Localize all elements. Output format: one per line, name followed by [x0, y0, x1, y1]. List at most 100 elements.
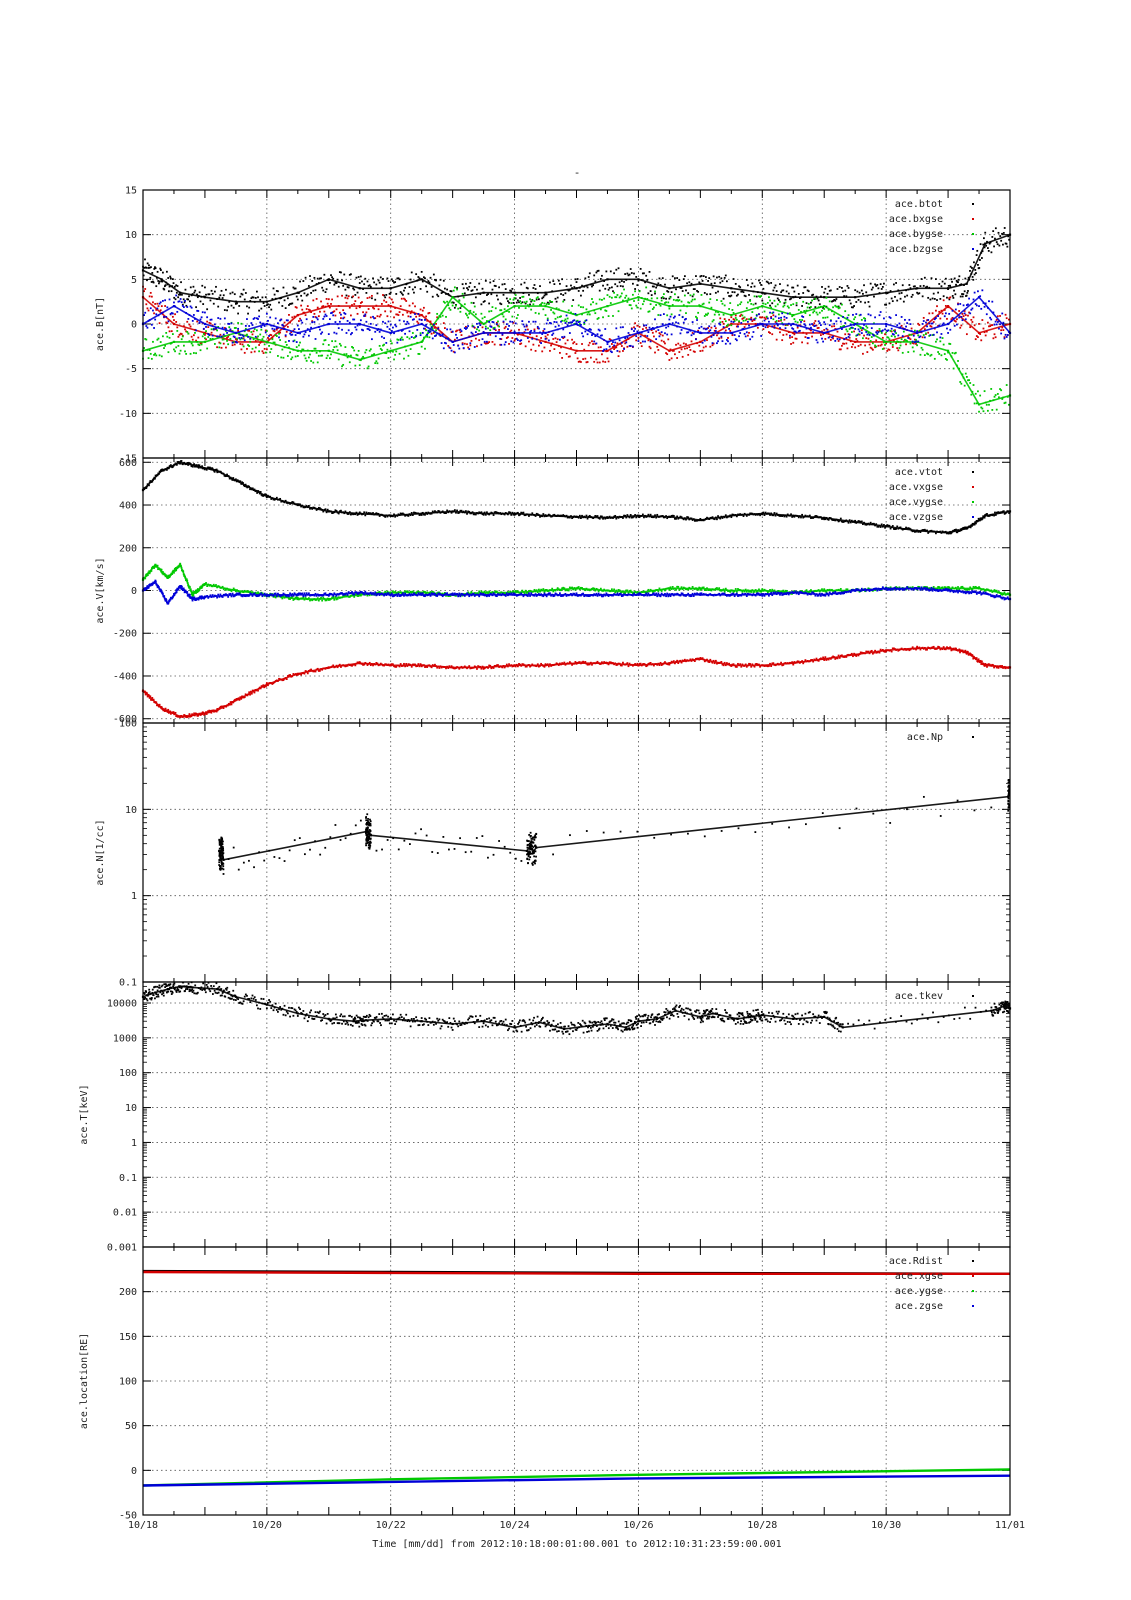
data-point — [259, 299, 262, 301]
data-point — [173, 301, 175, 304]
data-point — [646, 664, 649, 667]
data-point — [624, 273, 627, 275]
data-point — [564, 292, 567, 295]
data-point — [147, 309, 150, 312]
data-point — [833, 313, 836, 316]
data-point — [675, 517, 677, 520]
data-point — [175, 346, 178, 349]
data-point — [209, 299, 212, 302]
data-point — [852, 313, 854, 316]
data-point — [460, 509, 463, 512]
data-point — [823, 331, 826, 335]
data-point — [330, 353, 332, 356]
data-point — [890, 330, 893, 333]
data-point — [518, 328, 520, 331]
data-point — [190, 335, 193, 338]
data-point — [1001, 232, 1003, 235]
data-point — [813, 310, 816, 313]
data-point — [605, 516, 608, 519]
data-point — [522, 333, 525, 336]
data-point — [285, 292, 288, 295]
data-point — [258, 309, 261, 312]
data-point — [614, 346, 617, 349]
data-point — [450, 511, 453, 514]
data-point — [476, 668, 478, 670]
data-point — [225, 288, 227, 291]
data-point — [446, 300, 449, 303]
data-point — [923, 276, 926, 279]
data-point — [741, 290, 744, 293]
data-point — [977, 390, 979, 393]
data-point — [557, 664, 560, 666]
data-point — [791, 336, 794, 339]
data-point — [474, 666, 477, 668]
data-point — [551, 290, 554, 293]
data-point — [819, 295, 822, 298]
data-point — [338, 663, 341, 666]
data-point — [450, 331, 453, 333]
data-point — [260, 307, 263, 310]
data-point — [596, 660, 599, 663]
data-point — [332, 511, 335, 514]
data-point — [708, 277, 711, 279]
data-point — [651, 285, 654, 288]
data-point — [983, 331, 986, 334]
data-point — [466, 512, 468, 515]
data-point — [429, 512, 432, 515]
data-point — [981, 250, 984, 253]
data-point — [847, 335, 850, 338]
data-point — [345, 511, 348, 514]
data-point — [362, 355, 364, 358]
data-point — [301, 299, 304, 302]
data-point — [822, 517, 825, 520]
data-point — [416, 665, 419, 667]
data-point — [378, 330, 381, 333]
data-point — [928, 322, 931, 325]
data-point — [348, 321, 351, 324]
data-point — [993, 323, 996, 326]
data-point — [285, 319, 288, 322]
data-point — [889, 342, 892, 345]
data-point — [967, 276, 970, 279]
data-point — [458, 299, 461, 302]
data-point — [351, 332, 353, 334]
data-point — [870, 327, 873, 330]
data-point — [853, 305, 855, 307]
data-point — [296, 503, 299, 506]
data-point — [568, 321, 571, 324]
data-point — [158, 354, 161, 357]
data-point — [483, 300, 486, 302]
data-point — [275, 327, 278, 330]
data-point — [965, 304, 968, 306]
data-point — [871, 286, 874, 289]
data-point — [357, 661, 360, 664]
data-point — [337, 285, 340, 288]
data-point — [863, 284, 865, 287]
data-point — [654, 663, 656, 665]
data-point — [311, 321, 314, 324]
data-point — [553, 283, 556, 286]
data-point — [303, 672, 306, 675]
data-point — [273, 681, 276, 684]
data-point — [336, 666, 339, 669]
data-point — [231, 344, 234, 347]
data-point — [858, 333, 861, 336]
data-point — [637, 279, 640, 282]
data-point — [428, 512, 431, 515]
data-point — [648, 310, 651, 313]
data-point — [650, 516, 653, 519]
data-point — [654, 292, 656, 295]
data-point — [722, 322, 725, 325]
data-point — [667, 516, 670, 518]
data-point — [405, 514, 408, 516]
data-point — [897, 349, 900, 352]
data-point — [765, 324, 768, 326]
data-point — [895, 332, 897, 335]
data-point — [850, 306, 853, 309]
data-point — [958, 316, 961, 319]
data-point — [479, 321, 482, 324]
data-point — [470, 290, 473, 292]
data-point — [160, 278, 163, 281]
data-point — [313, 506, 316, 509]
data-point — [320, 277, 322, 280]
